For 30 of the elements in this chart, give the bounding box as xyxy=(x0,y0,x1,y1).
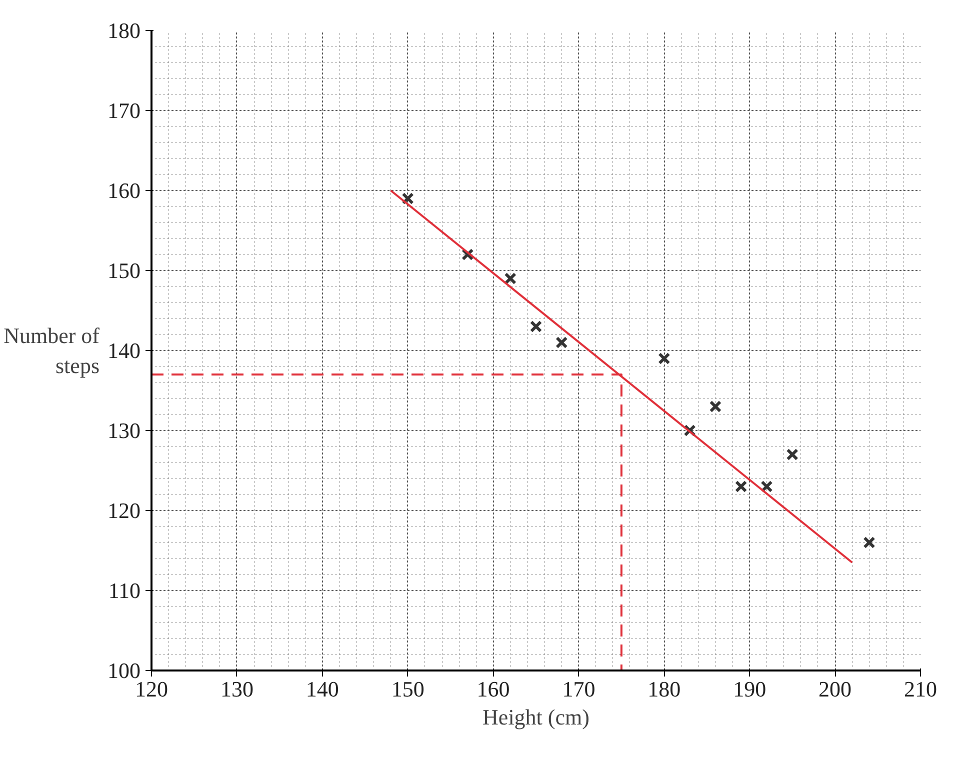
x-tick-label: 170 xyxy=(562,676,596,702)
y-axis-title: Number of steps xyxy=(4,323,100,378)
x-tick-label: 200 xyxy=(818,676,852,702)
point xyxy=(734,480,748,493)
y-tick-label: 130 xyxy=(108,418,140,443)
point xyxy=(530,320,542,333)
point xyxy=(556,336,568,349)
x-tick-label: 130 xyxy=(220,676,254,702)
y-tick-label: 110 xyxy=(108,578,141,603)
y-tick-label: 120 xyxy=(108,498,140,523)
x-tick-label: 150 xyxy=(391,676,424,702)
point xyxy=(760,480,773,493)
y-tick-label: 180 xyxy=(108,18,140,43)
y-tick-label: 170 xyxy=(108,98,140,123)
x-axis-title: Height (cm) xyxy=(482,704,590,730)
x-tick-label: 180 xyxy=(648,676,681,702)
point xyxy=(504,272,516,285)
x-tick-label: 190 xyxy=(733,676,766,702)
x-tick-label: 140 xyxy=(306,676,339,702)
point xyxy=(786,448,798,461)
point xyxy=(402,192,414,205)
x-tick-label: 160 xyxy=(476,676,510,702)
point xyxy=(863,536,876,549)
x-tick-label: 210 xyxy=(904,676,937,702)
point xyxy=(709,400,722,413)
y-tick-label: 160 xyxy=(108,178,140,203)
y-tick-label: 150 xyxy=(108,258,140,283)
point xyxy=(658,352,670,365)
y-tick-label: 100 xyxy=(108,658,140,683)
y-tick-label: 140 xyxy=(108,338,140,363)
